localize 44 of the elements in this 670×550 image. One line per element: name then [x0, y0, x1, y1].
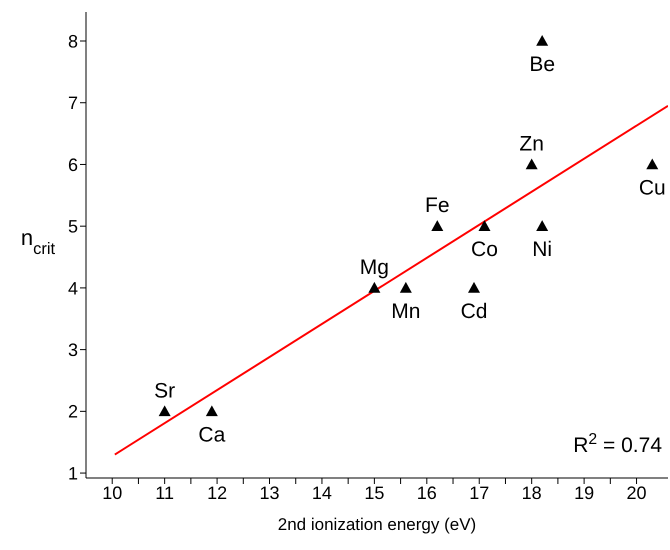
x-tick-label: 12 [207, 482, 228, 503]
x-tick-label: 10 [102, 482, 122, 503]
annotation: Cd [460, 300, 488, 323]
x-tick-label: 14 [312, 482, 332, 503]
annotation: Mn [391, 300, 420, 323]
x-tick-label: 16 [416, 482, 437, 503]
point [526, 158, 538, 170]
point [206, 405, 218, 416]
x-axis-title: 2nd ionization energy (eV) [278, 515, 476, 534]
point [158, 405, 171, 416]
y-tick-label: 6 [68, 154, 78, 175]
annotation: Ca [198, 423, 226, 446]
point [536, 220, 548, 231]
y-tick-label: 7 [68, 93, 78, 114]
y-tick-label: 3 [68, 340, 78, 360]
annotation: Mg [360, 256, 389, 279]
point [646, 158, 658, 170]
y-tick-label: 1 [68, 463, 78, 484]
x-tick-label: 18 [522, 482, 542, 503]
annotation: Be [529, 53, 556, 76]
annotation: Co [471, 238, 498, 262]
y-tick-label: 4 [68, 278, 78, 298]
annotation: R$^{2}$ = 0.74 [573, 430, 662, 457]
annotation: Zn [519, 132, 544, 156]
x-tick-label: 17 [469, 482, 490, 503]
x-tick-label: 19 [574, 482, 594, 503]
point [536, 35, 548, 46]
annotation: Sr [154, 379, 176, 402]
point [478, 220, 490, 231]
x-tick-label: 11 [155, 482, 174, 503]
y-tick-label: 2 [68, 402, 78, 422]
x-tick-label: 20 [626, 482, 647, 503]
point [431, 220, 444, 231]
annotation: Ni [532, 238, 552, 262]
point [400, 282, 412, 293]
y-axis-title: n$_{crit}$ [20, 225, 56, 258]
x-tick-label: 13 [260, 482, 280, 503]
x-tick-label: 15 [364, 482, 384, 503]
point [368, 282, 380, 293]
y-tick-label: 5 [68, 216, 78, 237]
y-tick-label: 8 [68, 31, 78, 52]
point [468, 282, 480, 293]
annotation: Fe [425, 194, 450, 218]
annotation: Cu [638, 176, 666, 200]
